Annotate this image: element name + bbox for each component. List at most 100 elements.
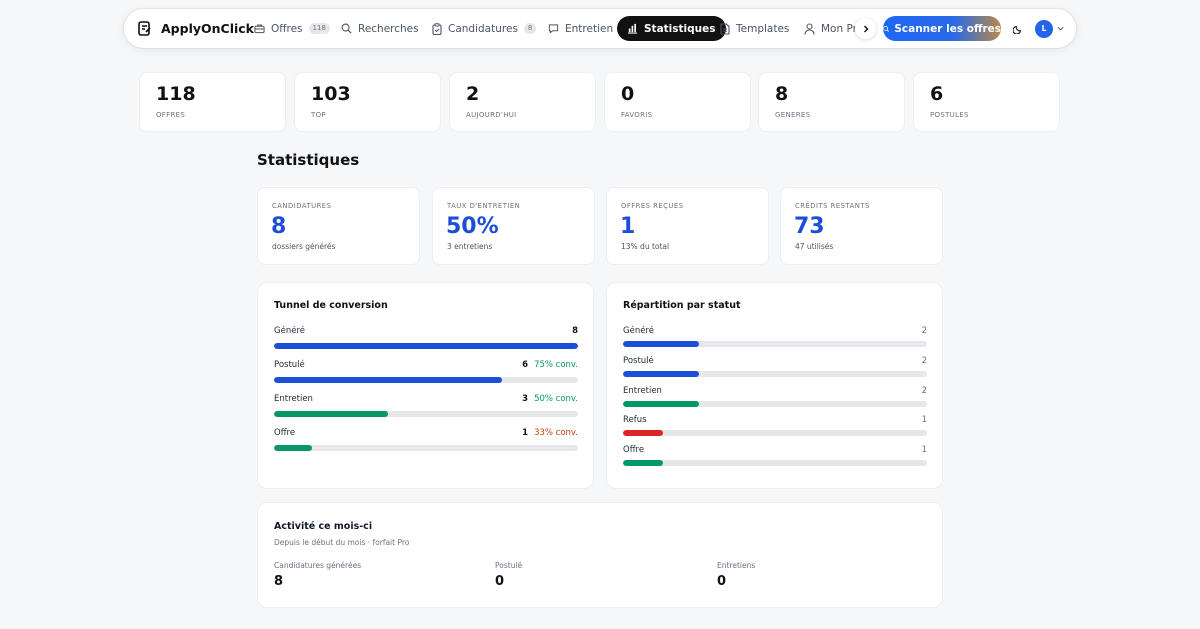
- activity-metric: Entretiens 0: [717, 561, 755, 589]
- row-count: 2: [921, 385, 927, 396]
- metric-value: 0: [495, 574, 505, 589]
- search-icon: [883, 25, 890, 32]
- funnel-row: Postulé 6 75% conv.: [274, 360, 578, 386]
- progress-fill: [623, 370, 699, 377]
- moon-icon: [1013, 25, 1022, 34]
- stat-label: TOP: [311, 111, 326, 119]
- kpi-value: 73: [794, 214, 825, 239]
- nav-item-recherches[interactable]: Recherches: [341, 9, 419, 48]
- nav-item-label: Statistiques: [644, 22, 716, 35]
- metric-label: Postulé: [495, 561, 523, 570]
- panel-title: Activité ce mois-ci: [274, 521, 373, 532]
- row-count: 2: [921, 326, 927, 336]
- kpi-card-taux-entretien: TAUX D'ENTRETIEN 50% 3 entretiens: [432, 187, 595, 265]
- kpi-label: OFFRES REÇUES: [621, 202, 684, 210]
- count-badge: 8: [523, 23, 537, 34]
- kpi-subtext: 47 utilisés: [795, 242, 834, 251]
- progress-track: [623, 460, 927, 467]
- nav-item-offres[interactable]: Offres 118: [254, 9, 330, 48]
- stat-value: 6: [930, 83, 944, 105]
- stat-card-top: 103 TOP: [294, 72, 441, 132]
- avatar: L: [1035, 19, 1053, 38]
- kpi-card-offres-recues: OFFRES REÇUES 1 13% du total: [606, 187, 769, 265]
- theme-toggle[interactable]: [1008, 9, 1028, 48]
- kpi-label: CRÉDITS RESTANTS: [795, 202, 870, 210]
- row-values: 3 50% conv.: [522, 394, 578, 404]
- conversion-rate: 75% conv.: [534, 360, 578, 370]
- row-label: Généré: [274, 326, 305, 336]
- document-icon: [720, 22, 730, 35]
- row-label: Offre: [623, 445, 645, 456]
- nav-scroll-button[interactable]: [855, 18, 876, 39]
- funnel-row: Entretien 3 50% conv.: [274, 394, 578, 420]
- progress-track: [274, 377, 578, 383]
- row-count: 6: [522, 360, 529, 370]
- row-label: Postulé: [623, 355, 654, 366]
- status-panel: Répartition par statut Généré 2 Postulé 2 En…: [606, 282, 943, 489]
- progress-track: [623, 430, 927, 437]
- count-badge: 118: [308, 23, 330, 34]
- metric-label: Candidatures générées: [274, 561, 362, 570]
- chevron-right-icon: [863, 25, 868, 32]
- stat-label: FAVORIS: [621, 111, 653, 119]
- progress-fill: [623, 430, 663, 437]
- stat-card-favoris: 0 FAVORIS: [604, 72, 751, 132]
- kpi-subtext: dossiers générés: [272, 242, 336, 251]
- row-values: 1 33% conv.: [522, 428, 578, 438]
- stat-card-aujourdhui: 2 AUJOURD'HUI: [449, 72, 596, 132]
- status-row: Postulé 2: [623, 356, 927, 380]
- row-label: Entretien: [623, 385, 662, 396]
- kpi-value: 50%: [446, 214, 499, 239]
- briefcase-icon: [254, 24, 265, 34]
- status-row: Offre 1: [623, 445, 927, 469]
- funnel-row: Offre 1 33% conv.: [274, 428, 578, 454]
- clipboard-icon: [432, 22, 442, 35]
- stat-value: 0: [621, 83, 635, 105]
- search-icon: [341, 23, 352, 34]
- progress-fill: [274, 411, 388, 417]
- row-label: Entretien: [274, 394, 313, 404]
- chat-icon: [548, 24, 559, 34]
- stat-label: OFFRES: [156, 111, 186, 119]
- progress-track: [274, 343, 578, 349]
- activity-metric: Candidatures générées 8: [274, 561, 361, 589]
- scan-offers-button[interactable]: Scanner les offres: [883, 16, 1001, 41]
- metric-label: Entretiens: [717, 561, 756, 570]
- status-row: Généré 2: [623, 326, 927, 350]
- progress-track: [274, 411, 578, 417]
- metric-value: 8: [274, 574, 284, 589]
- logo-icon: [138, 20, 151, 36]
- progress-track: [623, 341, 927, 347]
- panel-title: Répartition par statut: [623, 300, 741, 311]
- kpi-value: 8: [271, 214, 287, 239]
- row-label: Généré: [623, 326, 654, 336]
- row-count: 2: [921, 355, 927, 366]
- user-menu[interactable]: L: [1035, 9, 1064, 48]
- progress-fill: [274, 377, 502, 383]
- progress-fill: [623, 460, 663, 467]
- metric-value: 0: [717, 574, 727, 589]
- row-count: 8: [572, 326, 578, 336]
- brand-logo[interactable]: ApplyOnClick: [138, 9, 254, 48]
- row-label: Refus: [623, 415, 647, 426]
- progress-fill: [623, 400, 699, 407]
- stat-value: 103: [311, 83, 351, 105]
- row-count: 1: [522, 428, 529, 438]
- user-icon: [804, 22, 815, 35]
- scan-button-label: Scanner les offres: [894, 22, 1001, 35]
- nav-item-entretien[interactable]: Entretien: [548, 9, 613, 48]
- nav-item-candidatures[interactable]: Candidatures 8: [432, 9, 537, 48]
- stat-value: 8: [775, 83, 789, 105]
- conversion-rate: 50% conv.: [534, 394, 578, 404]
- nav-item-templates[interactable]: Templates: [720, 9, 789, 48]
- progress-track: [623, 370, 927, 377]
- kpi-label: CANDIDATURES: [272, 202, 332, 210]
- row-count: 1: [921, 415, 927, 426]
- kpi-label: TAUX D'ENTRETIEN: [447, 202, 521, 210]
- funnel-row: Généré 8: [274, 326, 578, 352]
- progress-track: [274, 445, 578, 451]
- progress-track: [623, 400, 927, 407]
- nav-item-statistiques[interactable]: Statistiques: [617, 16, 726, 41]
- nav-item-label: Offres: [271, 22, 303, 35]
- stat-label: GENERES: [775, 111, 811, 119]
